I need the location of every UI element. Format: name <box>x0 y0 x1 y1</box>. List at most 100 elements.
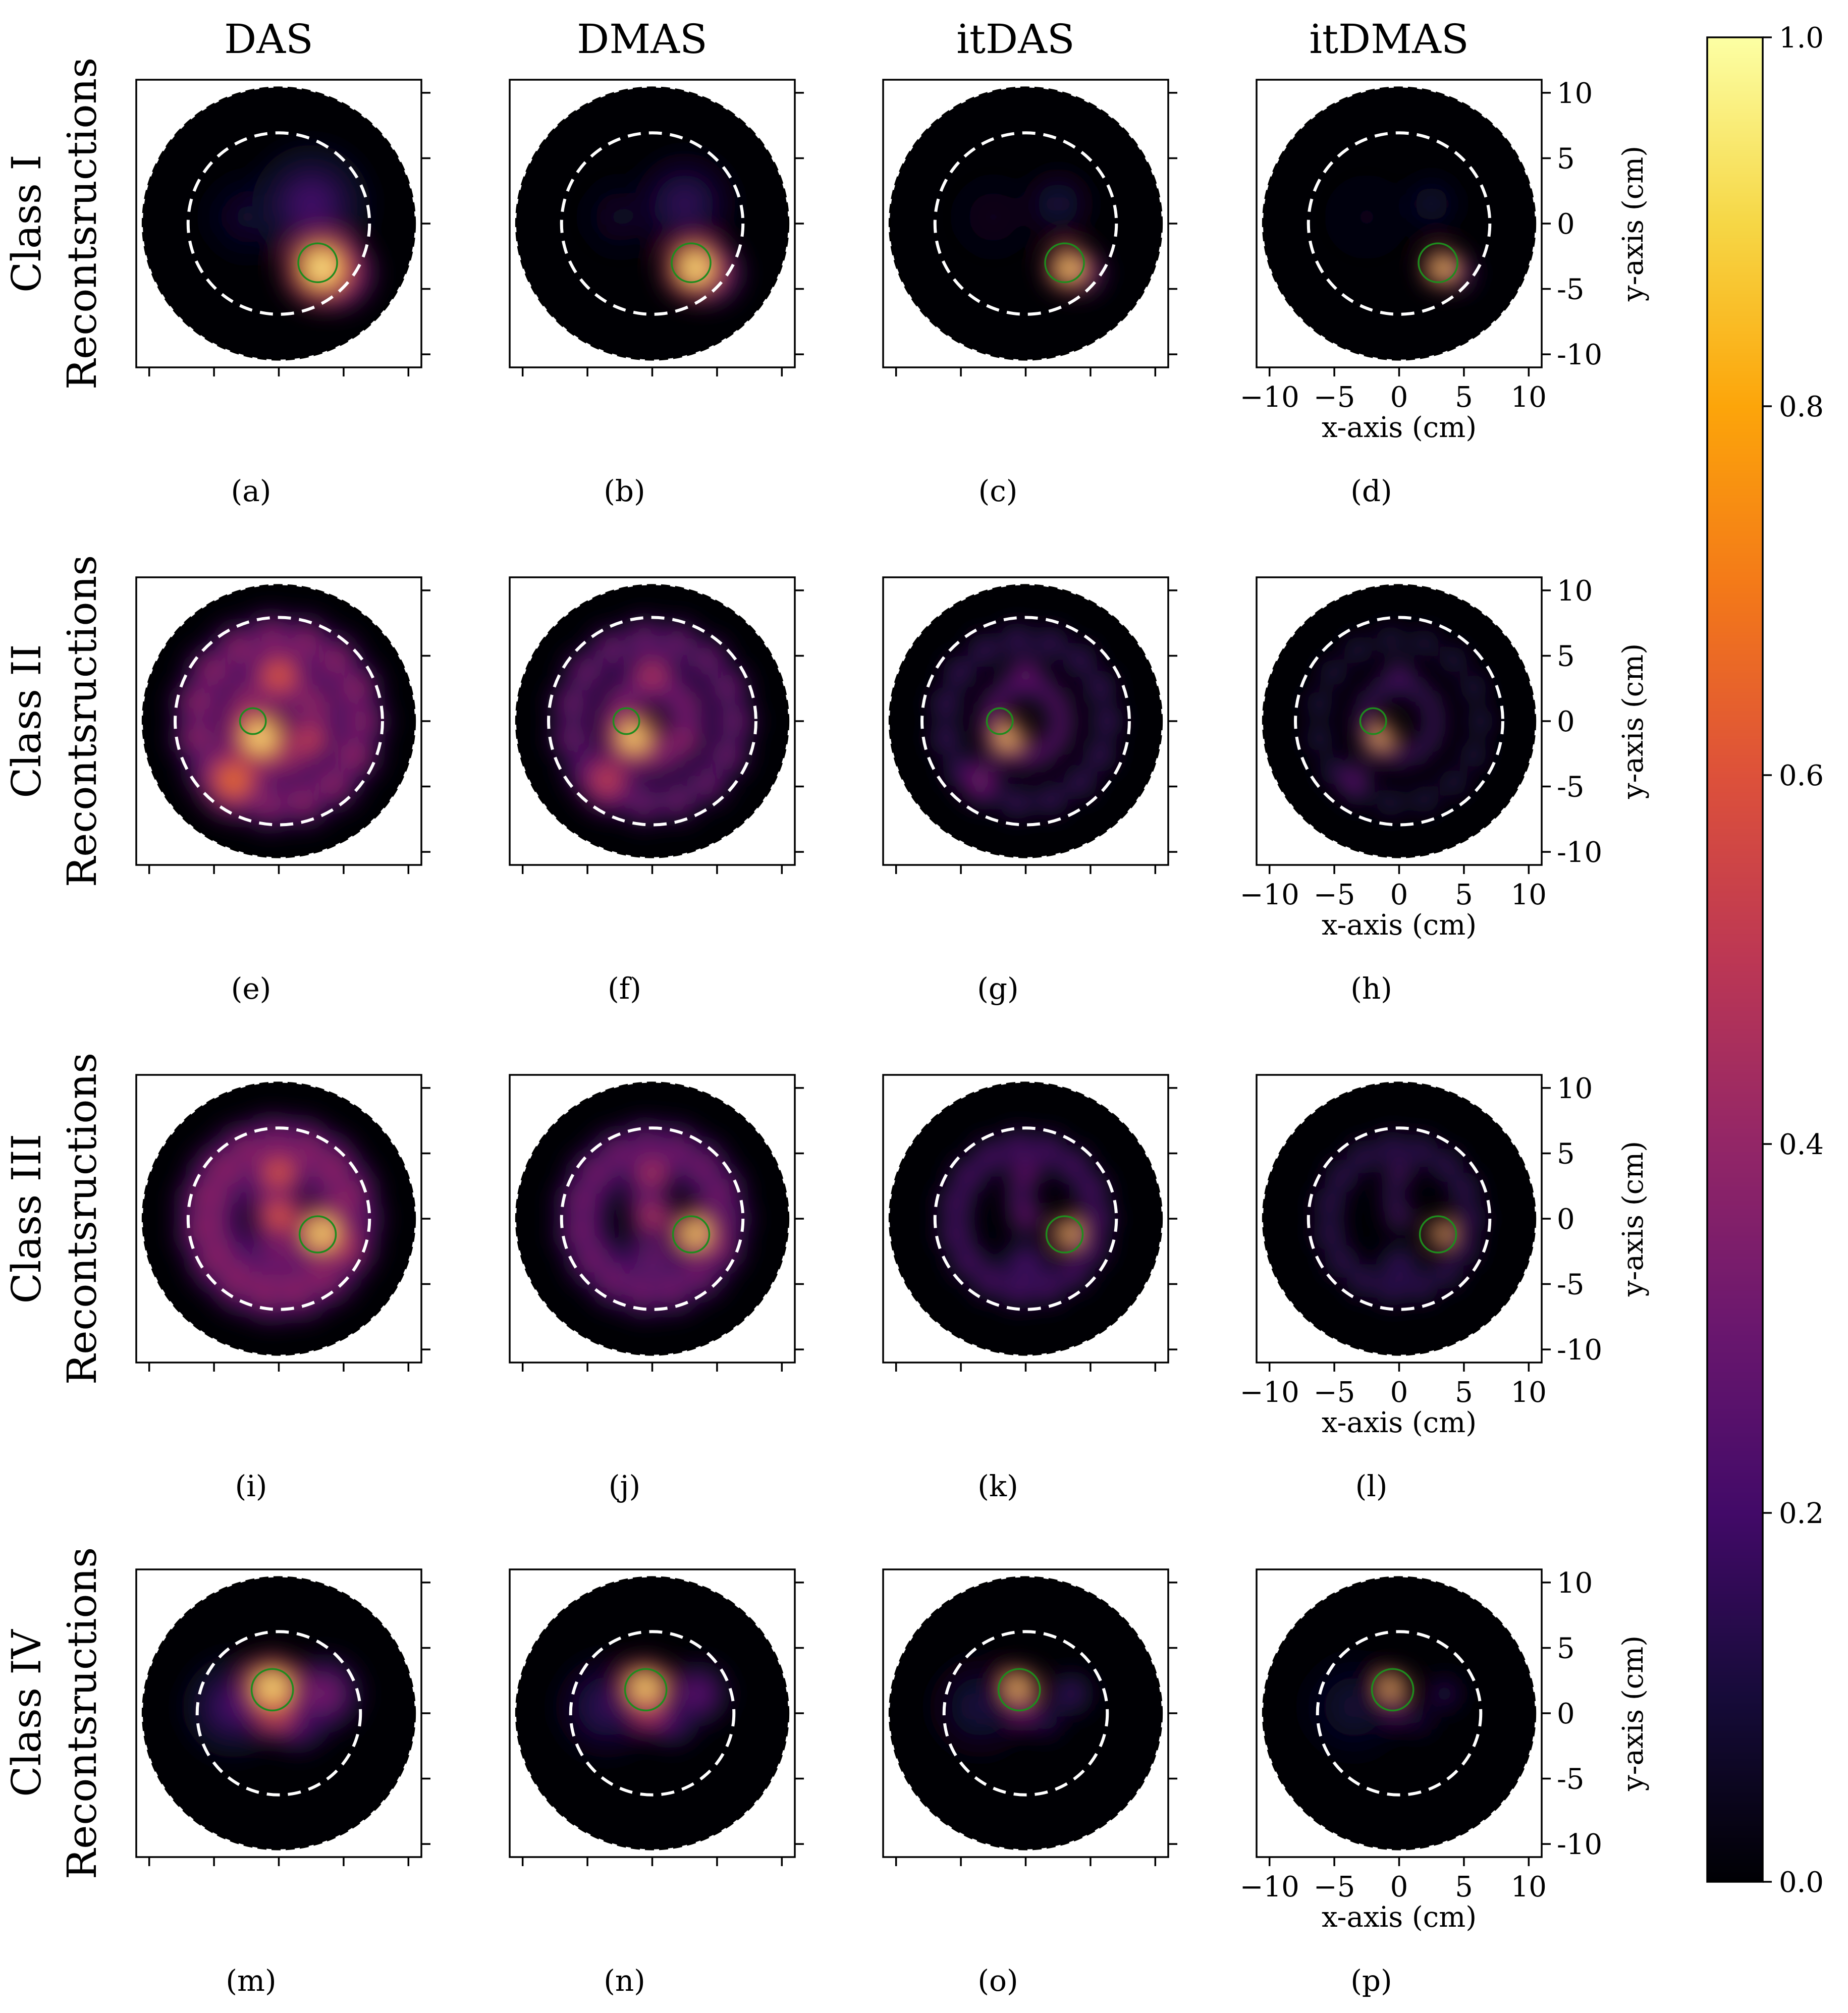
intensity-blob-core <box>270 1165 287 1181</box>
intensity-blob-core <box>1420 795 1429 803</box>
dashed-boundary-circle <box>547 616 757 827</box>
intensity-blob-core <box>1013 1681 1025 1693</box>
intensity-blob-core <box>1442 1161 1452 1170</box>
intensity-blob-core <box>637 796 650 810</box>
intensity-blob-core <box>1395 1169 1403 1177</box>
intensity-blob-core <box>638 1679 654 1695</box>
intensity-blob-core <box>1040 1714 1051 1725</box>
intensity-blob-core <box>566 697 579 711</box>
intensity-blob-core <box>700 776 714 789</box>
intensity-blob-core <box>1364 699 1371 706</box>
intensity-blob-core <box>1388 1682 1397 1692</box>
panel-label: (c) <box>979 474 1018 508</box>
intensity-blob-core <box>685 258 704 278</box>
intensity-blob-core <box>688 1684 706 1703</box>
x-axis-label: x-axis (cm) <box>1322 1406 1477 1439</box>
intensity-blob-core <box>1020 1168 1031 1178</box>
heatmap-image <box>1263 1082 1536 1355</box>
intensity-blob-core <box>1414 686 1421 693</box>
intensity-blob-core <box>1387 1285 1396 1295</box>
column-title-dmas: DMAS <box>577 16 708 63</box>
panel-label: (m) <box>226 1964 276 1998</box>
intensity-blob-core <box>1012 1141 1024 1153</box>
intensity-blob-core <box>223 769 244 791</box>
intensity-blob-core <box>1063 1228 1073 1238</box>
intensity-blob-core <box>950 1228 962 1239</box>
heatmap-image <box>516 1577 789 1849</box>
target-circle <box>624 1668 668 1712</box>
panel-m: (m) <box>135 1568 430 1998</box>
panel-c: (c) <box>882 79 1177 508</box>
y-tick-label: 5 <box>1557 142 1575 175</box>
intensity-blob-core <box>1377 686 1385 693</box>
intensity-blob-core <box>637 632 650 646</box>
intensity-blob-core <box>1329 766 1337 774</box>
x-tick-label: 0 <box>1390 1871 1408 1903</box>
heatmap-image <box>516 585 789 857</box>
intensity-blob-core <box>1091 1213 1103 1224</box>
intensity-blob-core <box>1395 754 1403 761</box>
x-axis-label: x-axis (cm) <box>1322 411 1477 444</box>
intensity-blob-core <box>1414 749 1421 756</box>
target-circle <box>239 707 267 735</box>
intensity-blob-core <box>1387 1142 1396 1152</box>
colorbar-tick-label: 0.2 <box>1779 1497 1824 1530</box>
panel-a: (a) <box>135 79 430 508</box>
heatmap-image <box>142 585 415 857</box>
intensity-blob-core <box>1376 732 1386 742</box>
intensity-blob-core <box>644 668 660 683</box>
intensity-blob-core <box>1438 1229 1446 1237</box>
panel-label: (g) <box>977 971 1018 1006</box>
intensity-blob-core <box>310 257 333 279</box>
region-boundary <box>141 1576 416 1851</box>
y-tick-label: 5 <box>1557 640 1575 673</box>
region-boundary <box>888 584 1163 858</box>
intensity-blob-core <box>1048 194 1068 214</box>
target-circle <box>298 1215 337 1254</box>
intensity-blob-core <box>1046 795 1056 804</box>
heatmap-image <box>516 87 789 360</box>
intensity-blob-core <box>353 713 368 729</box>
intensity-blob-core <box>1015 1191 1023 1200</box>
intensity-blob-core <box>645 1209 660 1223</box>
target-circle <box>1044 242 1085 284</box>
intensity-blob-core <box>593 1693 621 1721</box>
intensity-blob-core <box>1436 262 1448 274</box>
target-circle <box>1419 1215 1457 1254</box>
intensity-blob-core <box>966 1693 994 1721</box>
intensity-blob-core <box>1064 1687 1077 1700</box>
column-title-itdmas: itDMAS <box>1309 16 1469 63</box>
intensity-blob-core <box>1358 1152 1368 1161</box>
intensity-blob-core <box>313 1225 330 1241</box>
panel-label: (i) <box>235 1469 267 1503</box>
y-axis-label: y-axis (cm) <box>1617 1636 1650 1791</box>
row-title-3: Class III Recontsructions <box>3 1053 105 1385</box>
panel-e: (e) <box>135 576 430 1006</box>
y-tick-label: 10 <box>1557 77 1593 110</box>
column-title-itdas: itDAS <box>956 16 1074 63</box>
intensity-blob-core <box>1085 1242 1097 1254</box>
x-tick-label: 0 <box>1390 1376 1408 1409</box>
y-tick-label: 10 <box>1557 1072 1593 1105</box>
panel-label: (f) <box>608 971 641 1006</box>
x-tick-label: −10 <box>1240 879 1299 911</box>
region-boundary <box>888 1081 1163 1356</box>
target-circle <box>1371 1668 1415 1712</box>
y-tick-label: 0 <box>1557 1698 1575 1730</box>
y-axis-label: y-axis (cm) <box>1617 643 1650 799</box>
y-axis-label: y-axis (cm) <box>1617 146 1650 302</box>
x-tick-label: 0 <box>1390 879 1408 911</box>
region-boundary <box>888 86 1163 361</box>
intensity-blob-core <box>962 1255 974 1267</box>
intensity-blob-core <box>1470 683 1478 692</box>
dashed-boundary-circle <box>569 1630 736 1797</box>
intensity-blob-core <box>1392 1710 1399 1717</box>
dashed-boundary-circle <box>1294 616 1504 827</box>
intensity-blob-core <box>1062 261 1075 275</box>
row-title-subtitle: Recontsructions <box>59 1547 105 1879</box>
target-circle <box>297 242 338 284</box>
panel-label: (o) <box>977 1964 1018 1998</box>
row-title-class: Class I <box>3 154 50 293</box>
x-tick-label: −10 <box>1240 1871 1299 1903</box>
